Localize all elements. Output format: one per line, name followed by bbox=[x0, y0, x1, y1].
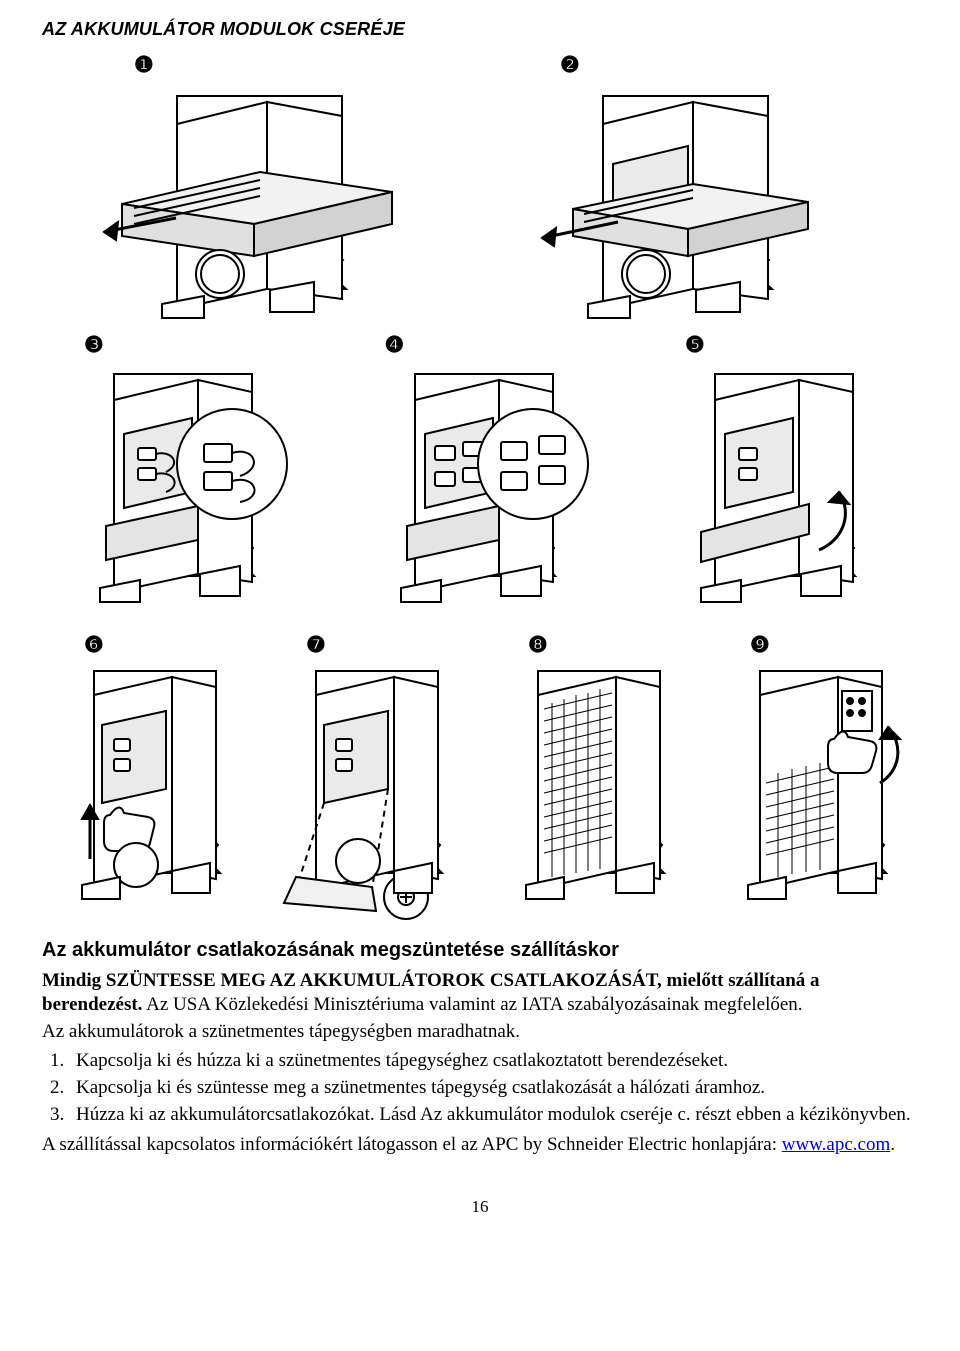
step-9: ❾ bbox=[708, 631, 918, 924]
diagram-step-7 bbox=[264, 663, 474, 923]
step-5-number: ❺ bbox=[685, 331, 705, 360]
step-8: ❽ bbox=[486, 631, 696, 924]
diagram-row-3: ❻ ❼ bbox=[42, 631, 918, 924]
step-6-number: ❻ bbox=[84, 631, 104, 660]
page-number: 16 bbox=[42, 1196, 918, 1218]
step-2: ❷ bbox=[518, 51, 838, 319]
diagram-step-5 bbox=[643, 364, 918, 619]
step-7: ❼ bbox=[264, 631, 474, 924]
step-7-number: ❼ bbox=[306, 631, 326, 660]
diagram-step-3 bbox=[42, 364, 317, 619]
apc-link[interactable]: www.apc.com bbox=[782, 1134, 891, 1155]
step-3: ❸ bbox=[42, 331, 317, 619]
page-title: AZ AKKUMULÁTOR MODULOK CSERÉJE bbox=[42, 18, 918, 41]
step-3-number: ❸ bbox=[84, 331, 104, 360]
list-item-3-text-b: c. részt ebben a kézikönyvben. bbox=[673, 1104, 911, 1125]
list-item-2: 2. Kapcsolja ki és szüntesse meg a szüne… bbox=[42, 1076, 918, 1100]
step-2-number: ❷ bbox=[560, 51, 580, 80]
numbered-list: 1. Kapcsolja ki és húzza ki a szünetment… bbox=[42, 1049, 918, 1126]
diagram-step-8 bbox=[486, 663, 696, 923]
section-subheading: Az akkumulátor csatlakozásának megszünte… bbox=[42, 937, 918, 963]
list-item-3-text-italic: Az akkumulátor modulok cseréje bbox=[420, 1104, 673, 1125]
step-5: ❺ bbox=[643, 331, 918, 619]
diagram-row-1: ❶ bbox=[42, 51, 918, 319]
step-4-number: ❹ bbox=[385, 331, 405, 360]
list-item-3: 3. Húzza ki az akkumulátorcsatlakozókat.… bbox=[42, 1103, 918, 1127]
step-9-number: ❾ bbox=[750, 631, 770, 660]
step-1: ❶ bbox=[92, 51, 412, 319]
diagram-step-9 bbox=[708, 663, 918, 923]
diagram-step-2 bbox=[518, 84, 838, 319]
list-item-1-text: Kapcsolja ki és húzza ki a szünetmentes … bbox=[76, 1049, 728, 1073]
paragraph-1-tail: Az USA Közlekedési Minisztériuma valamin… bbox=[142, 994, 802, 1015]
list-item-2-text: Kapcsolja ki és szüntesse meg a szünetme… bbox=[76, 1076, 765, 1100]
step-4: ❹ bbox=[343, 331, 618, 619]
step-6: ❻ bbox=[42, 631, 252, 924]
paragraph-3-a: A szállítással kapcsolatos információkér… bbox=[42, 1134, 782, 1155]
diagram-row-2: ❸ bbox=[42, 331, 918, 619]
diagram-step-1 bbox=[92, 84, 412, 319]
diagram-step-4 bbox=[343, 364, 618, 619]
paragraph-3: A szállítással kapcsolatos információkér… bbox=[42, 1133, 918, 1157]
paragraph-1: Mindig SZÜNTESSE MEG AZ AKKUMULÁTOROK CS… bbox=[42, 969, 918, 1017]
paragraph-2: Az akkumulátorok a szünetmentes tápegysé… bbox=[42, 1020, 918, 1044]
paragraph-3-b: . bbox=[890, 1134, 895, 1155]
diagram-step-6 bbox=[42, 663, 252, 923]
list-item-1-number: 1. bbox=[42, 1049, 76, 1073]
list-item-3-text: Húzza ki az akkumulátorcsatlakozókat. Lá… bbox=[76, 1103, 911, 1127]
list-item-3-text-a: Húzza ki az akkumulátorcsatlakozókat. Lá… bbox=[76, 1104, 420, 1125]
list-item-3-number: 3. bbox=[42, 1103, 76, 1127]
step-1-number: ❶ bbox=[134, 51, 154, 80]
list-item-1: 1. Kapcsolja ki és húzza ki a szünetment… bbox=[42, 1049, 918, 1073]
step-8-number: ❽ bbox=[528, 631, 548, 660]
list-item-2-number: 2. bbox=[42, 1076, 76, 1100]
